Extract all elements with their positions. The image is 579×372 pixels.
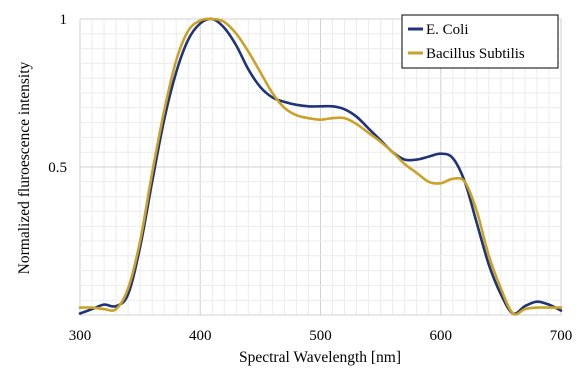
- legend-label-bacillus-subtilis: Bacillus Subtilis: [426, 46, 525, 62]
- series-line-e-coli: [78, 17, 563, 316]
- x-tick-label: 500: [309, 328, 332, 344]
- legend-label-e-coli: E. Coli: [426, 22, 469, 38]
- y-tick-label: 1: [60, 12, 68, 28]
- y-tick-label: 0.5: [48, 160, 67, 176]
- tick-labels: 300 400 500 600 700 0.5 1: [48, 12, 572, 344]
- x-axis-title: Spectral Wavelength [nm]: [239, 349, 401, 366]
- legend-box: [401, 14, 559, 69]
- x-tick-label: 600: [430, 328, 453, 344]
- x-tick-label: 700: [550, 328, 573, 344]
- series-line-bacillus-subtilis: [78, 17, 563, 316]
- y-axis-title: Normalized fluroescence intensity: [16, 61, 33, 274]
- series-layer: [78, 17, 563, 316]
- x-tick-label: 400: [189, 328, 212, 344]
- x-tick-label: 300: [69, 328, 92, 344]
- legend: E. Coli Bacillus Subtilis: [401, 14, 559, 69]
